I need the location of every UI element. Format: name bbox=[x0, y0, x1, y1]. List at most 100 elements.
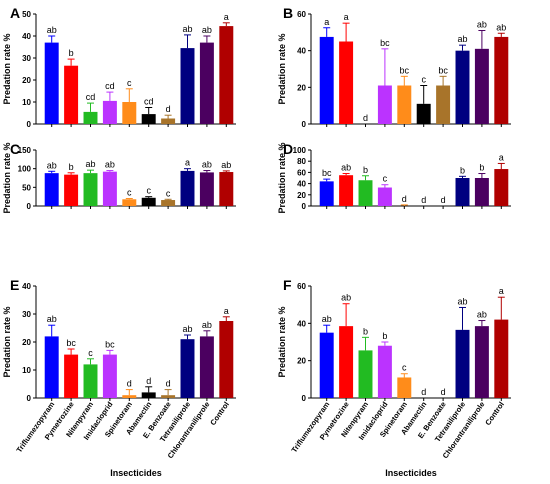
bar bbox=[494, 319, 509, 398]
significance-letter: c bbox=[383, 174, 388, 184]
bar bbox=[397, 377, 412, 398]
y-tick-label: 10 bbox=[22, 98, 31, 107]
bar bbox=[219, 26, 234, 125]
y-tick-label: 50 bbox=[22, 183, 31, 192]
y-axis-label: Predation rate % bbox=[277, 306, 287, 377]
significance-letter: d bbox=[421, 387, 426, 397]
y-tick-label: 20 bbox=[22, 76, 31, 85]
bar bbox=[377, 345, 392, 398]
significance-letter: ab bbox=[105, 160, 115, 170]
y-tick-label: 100 bbox=[18, 165, 32, 174]
bar bbox=[339, 175, 354, 206]
significance-letter: ab bbox=[202, 160, 212, 170]
bar bbox=[122, 102, 137, 124]
bar bbox=[44, 42, 59, 124]
category-label: Control bbox=[483, 400, 506, 427]
significance-letter: b bbox=[479, 163, 484, 173]
y-tick-label: 20 bbox=[22, 338, 31, 347]
significance-letter: a bbox=[224, 306, 229, 316]
bar bbox=[219, 172, 234, 206]
y-tick-label: 40 bbox=[297, 180, 306, 189]
bar bbox=[44, 173, 59, 206]
y-tick-label: 60 bbox=[297, 10, 306, 19]
significance-letter: a bbox=[344, 12, 349, 22]
significance-letter: ab bbox=[47, 25, 57, 35]
significance-letter: d bbox=[146, 376, 151, 386]
bar bbox=[455, 50, 470, 124]
bar bbox=[339, 41, 354, 124]
significance-letter: d bbox=[441, 195, 446, 205]
significance-letter: b bbox=[460, 165, 465, 175]
y-tick-label: 40 bbox=[297, 47, 306, 56]
significance-letter: ab bbox=[182, 324, 192, 334]
y-tick-label: 30 bbox=[22, 54, 31, 63]
significance-letter: a bbox=[499, 286, 504, 296]
bar bbox=[474, 178, 489, 206]
bar bbox=[199, 172, 214, 206]
significance-letter: b bbox=[69, 48, 74, 58]
bar bbox=[494, 169, 509, 206]
significance-letter: ab bbox=[322, 314, 332, 324]
category-label: Control bbox=[208, 400, 231, 427]
bar bbox=[474, 48, 489, 125]
bar bbox=[180, 48, 195, 124]
significance-letter: ab bbox=[496, 22, 506, 32]
significance-letter: d bbox=[441, 387, 446, 397]
y-tick-label: 150 bbox=[18, 146, 32, 155]
y-tick-label: 100 bbox=[293, 146, 307, 155]
y-tick-label: 40 bbox=[22, 32, 31, 41]
significance-letter: b bbox=[363, 326, 368, 336]
bar bbox=[319, 36, 334, 124]
significance-letter: bc bbox=[400, 65, 410, 75]
panel-letter: B bbox=[283, 5, 293, 21]
panel-letter: E bbox=[10, 277, 19, 293]
y-tick-label: 0 bbox=[302, 394, 307, 403]
significance-letter: ab bbox=[341, 163, 351, 173]
bar bbox=[102, 354, 117, 398]
bar bbox=[199, 336, 214, 398]
bar bbox=[161, 395, 176, 398]
y-tick-label: 10 bbox=[22, 366, 31, 375]
bar bbox=[319, 181, 334, 206]
bar bbox=[455, 178, 470, 206]
significance-letter: ab bbox=[202, 25, 212, 35]
bar bbox=[377, 85, 392, 124]
panel-letter: C bbox=[10, 141, 20, 157]
bar bbox=[64, 354, 79, 398]
significance-letter: a bbox=[499, 152, 504, 162]
bar bbox=[436, 85, 451, 124]
significance-letter: d bbox=[166, 379, 171, 389]
significance-letter: bc bbox=[105, 339, 115, 349]
significance-letter: c bbox=[88, 348, 93, 358]
significance-letter: bc bbox=[438, 65, 448, 75]
significance-letter: ab bbox=[477, 310, 487, 320]
significance-letter: c bbox=[127, 78, 132, 88]
bar bbox=[122, 395, 137, 398]
significance-letter: ab bbox=[47, 160, 57, 170]
y-axis-label: Predation rate % bbox=[277, 142, 287, 213]
y-axis-label: Predation rate % bbox=[2, 306, 12, 377]
bar bbox=[141, 197, 156, 206]
y-axis-label: Predation rate % bbox=[2, 142, 12, 213]
bar bbox=[102, 100, 117, 124]
bar bbox=[180, 339, 195, 398]
y-tick-label: 40 bbox=[22, 282, 31, 291]
y-tick-label: 30 bbox=[22, 310, 31, 319]
bar bbox=[358, 350, 373, 398]
significance-letter: cd bbox=[144, 97, 154, 107]
bar bbox=[455, 329, 470, 398]
x-axis-label: Insecticides bbox=[110, 468, 162, 478]
y-tick-label: 60 bbox=[297, 282, 306, 291]
significance-letter: c bbox=[146, 186, 151, 196]
significance-letter: ab bbox=[85, 159, 95, 169]
significance-letter: ab bbox=[457, 34, 467, 44]
bar bbox=[180, 170, 195, 206]
y-tick-label: 0 bbox=[302, 202, 307, 211]
significance-letter: b bbox=[69, 162, 74, 172]
bar bbox=[102, 171, 117, 206]
bar bbox=[64, 65, 79, 124]
significance-letter: d bbox=[166, 104, 171, 114]
